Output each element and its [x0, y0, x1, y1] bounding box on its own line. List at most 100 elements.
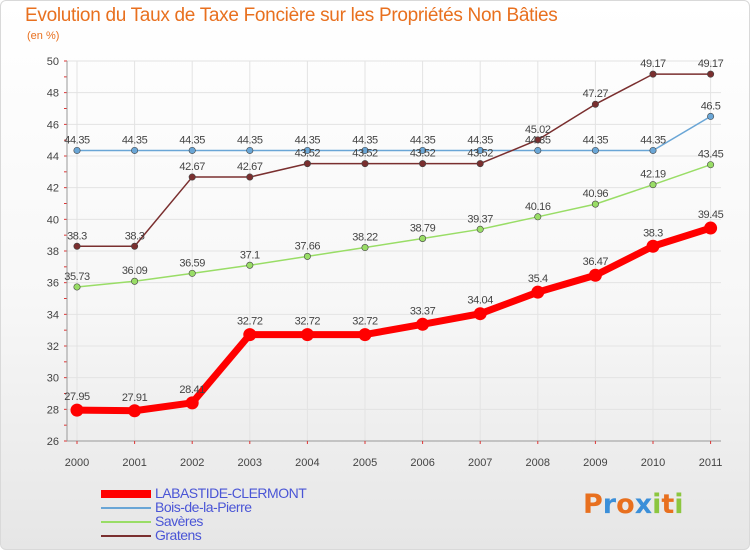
- data-point-bois-de-la-pierre: [303, 146, 311, 154]
- data-label-bois-de-la-pierre: 44.35: [525, 134, 551, 146]
- legend-label: Bois-de-la-Pierre: [155, 499, 252, 515]
- data-point-labastide-clermont: [704, 221, 718, 235]
- data-label-gratens: 38.3: [67, 230, 87, 242]
- data-point-gratens: [188, 173, 196, 181]
- data-label-labastide-clermont: 34.04: [467, 295, 493, 307]
- axes: 26 28 30 32 34 36 38 40 42 44 46 48 50 2000 2001 2002 20…: [47, 56, 723, 469]
- data-point-labastide-clermont: [243, 328, 257, 342]
- data-label-bois-de-la-pierre: 44.35: [295, 134, 321, 146]
- proxiti-logo: Proxiti: [583, 489, 684, 520]
- data-point-bois-de-la-pierre: [591, 146, 599, 154]
- x-tick-label: 2004: [295, 457, 319, 469]
- x-tick-label: 2002: [180, 457, 204, 469]
- data-label-bois-de-la-pierre: 44.35: [237, 134, 263, 146]
- data-point-bois-de-la-pierre: [73, 146, 81, 154]
- data-point-gratens: [419, 160, 427, 168]
- data-label-labastide-clermont: 33.37: [410, 305, 436, 317]
- data-label-gratens: 42.67: [179, 161, 205, 173]
- data-point-gratens: [73, 242, 81, 250]
- data-label-gratens: 42.67: [237, 161, 263, 173]
- data-point-labastide-clermont: [473, 307, 487, 321]
- data-point-gratens: [246, 173, 254, 181]
- x-tick-label: 2003: [238, 457, 262, 469]
- data-point-saveres: [131, 277, 139, 285]
- legend-swatch: [101, 535, 151, 537]
- data-point-gratens: [649, 70, 657, 78]
- data-label-bois-de-la-pierre: 44.35: [640, 134, 666, 146]
- data-label-saveres: 36.09: [122, 265, 148, 277]
- data-label-bois-de-la-pierre: 44.35: [352, 134, 378, 146]
- data-label-labastide-clermont: 32.72: [295, 316, 321, 328]
- data-label-labastide-clermont: 32.72: [237, 316, 263, 328]
- data-point-saveres: [476, 225, 484, 233]
- y-tick-label: 46: [47, 119, 59, 131]
- data-label-gratens: 49.17: [698, 58, 724, 70]
- logo-letter: i: [674, 489, 684, 520]
- data-point-labastide-clermont: [185, 396, 199, 410]
- data-point-gratens: [303, 160, 311, 168]
- data-point-bois-de-la-pierre: [534, 146, 542, 154]
- y-tick-label: 40: [47, 214, 59, 226]
- data-point-labastide-clermont: [358, 328, 372, 342]
- x-tick-label: 2009: [583, 457, 607, 469]
- data-label-bois-de-la-pierre: 44.35: [467, 134, 493, 146]
- data-label-labastide-clermont: 36.47: [583, 256, 609, 268]
- series-line-bois-de-la-pierre: [76, 115, 712, 152]
- data-label-saveres: 38.79: [410, 222, 436, 234]
- data-label-saveres: 35.73: [64, 271, 90, 283]
- y-tick-label: 50: [47, 56, 59, 68]
- data-label-gratens: 43.52: [467, 148, 493, 160]
- data-label-gratens: 43.52: [295, 148, 321, 160]
- logo-letter: o: [616, 489, 635, 520]
- data-point-gratens: [707, 70, 715, 78]
- data-point-bois-de-la-pierre: [476, 146, 484, 154]
- legend-label: Gratens: [155, 527, 202, 543]
- data-point-labastide-clermont: [128, 404, 142, 418]
- y-tick-label: 34: [47, 309, 59, 321]
- logo-letter: r: [602, 489, 617, 520]
- logo-letter: i: [652, 489, 662, 520]
- data-point-saveres: [649, 181, 657, 189]
- data-label-bois-de-la-pierre: 44.35: [122, 134, 148, 146]
- logo-letter: x: [634, 489, 653, 520]
- data-point-gratens: [591, 100, 599, 108]
- series-lines: [70, 70, 718, 418]
- legend-label: LABASTIDE-CLERMONT: [155, 485, 307, 501]
- data-label-gratens: 47.27: [583, 88, 609, 100]
- data-point-saveres: [361, 244, 369, 252]
- y-tick-label: 48: [47, 88, 59, 100]
- data-point-bois-de-la-pierre: [649, 146, 657, 154]
- data-label-saveres: 37.66: [295, 240, 321, 252]
- data-labels: 35.73 36.09 36.59 37.1 37.66 38.22 38.79 39.37 4…: [64, 58, 724, 404]
- data-point-labastide-clermont: [70, 403, 84, 417]
- data-point-saveres: [707, 161, 715, 169]
- legend-swatch: [101, 490, 151, 498]
- x-tick-label: 2006: [410, 457, 434, 469]
- data-label-labastide-clermont: 32.72: [352, 316, 378, 328]
- data-point-bois-de-la-pierre: [707, 112, 715, 120]
- data-point-bois-de-la-pierre: [246, 146, 254, 154]
- y-tick-label: 38: [47, 246, 59, 258]
- y-tick-label: 44: [47, 151, 59, 163]
- data-point-bois-de-la-pierre: [361, 146, 369, 154]
- data-label-saveres: 40.16: [525, 201, 551, 213]
- x-tick-label: 2001: [122, 457, 146, 469]
- data-label-gratens: 43.52: [352, 148, 378, 160]
- data-point-bois-de-la-pierre: [419, 146, 427, 154]
- data-label-saveres: 37.1: [240, 249, 260, 261]
- data-point-saveres: [73, 283, 81, 291]
- data-label-labastide-clermont: 28.41: [179, 384, 205, 396]
- y-tick-label: 42: [47, 183, 59, 195]
- data-label-labastide-clermont: 27.91: [122, 392, 148, 404]
- data-point-labastide-clermont: [300, 328, 314, 342]
- data-label-bois-de-la-pierre: 44.35: [410, 134, 436, 146]
- y-axis-unit-label: (en %): [27, 30, 60, 42]
- data-label-gratens: 43.52: [410, 148, 436, 160]
- data-label-bois-de-la-pierre: 46.5: [701, 100, 721, 112]
- data-label-gratens: 49.17: [640, 58, 666, 70]
- data-label-labastide-clermont: 35.4: [528, 273, 548, 285]
- data-point-gratens: [361, 160, 369, 168]
- grid: [67, 60, 721, 442]
- x-tick-label: 2008: [526, 457, 550, 469]
